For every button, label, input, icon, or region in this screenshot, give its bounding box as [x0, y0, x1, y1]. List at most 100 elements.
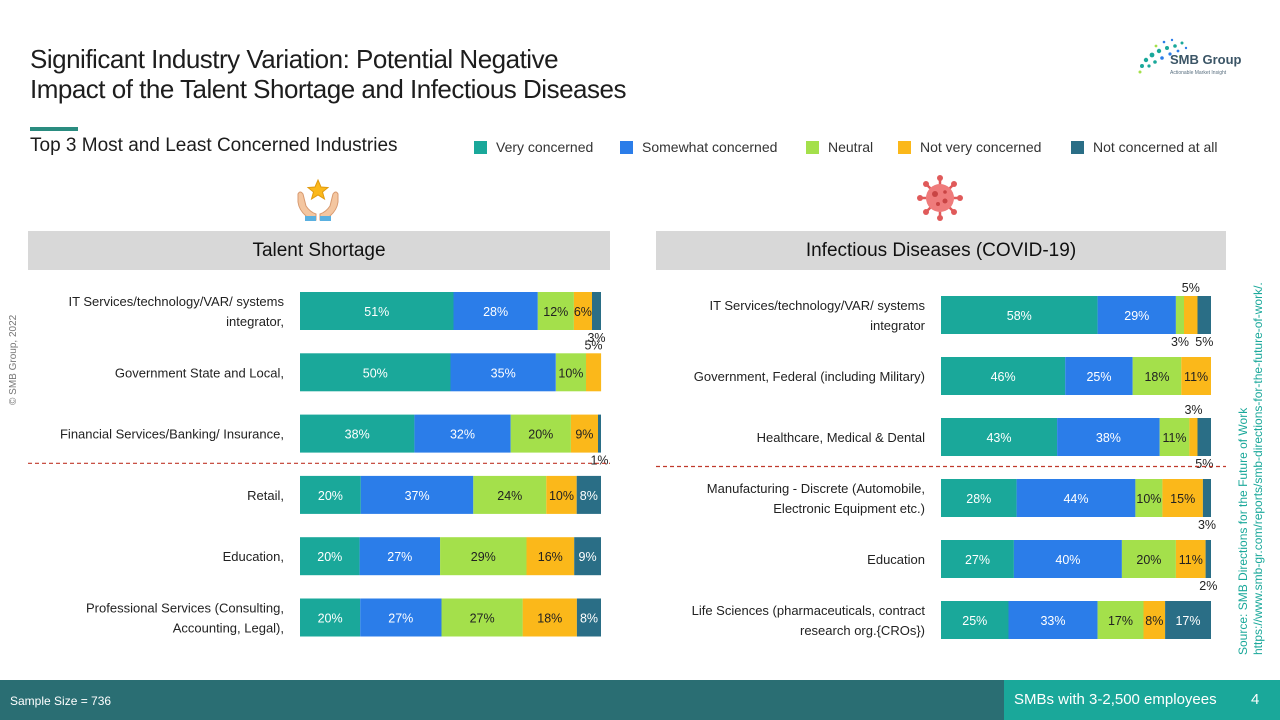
data-label: 3%: [1171, 335, 1189, 349]
bar-segment: [1132, 357, 1182, 395]
legend-swatch: [620, 140, 633, 154]
bar-segment: [1165, 601, 1211, 639]
bar-segment: [300, 292, 454, 330]
bar-segment: [300, 475, 361, 514]
data-label: 43%: [986, 431, 1011, 445]
bar-segment: [522, 598, 577, 637]
data-label: 33%: [1040, 614, 1065, 628]
category-label: Financial Services/Banking/ Insurance,: [60, 427, 284, 442]
category-label: IT Services/technology/VAR/ systems: [709, 298, 925, 313]
data-label: 20%: [318, 612, 343, 626]
bar-segment: [1143, 601, 1166, 639]
data-label: 8%: [580, 612, 598, 626]
legend-swatch: [898, 140, 911, 154]
data-label: 50%: [363, 366, 388, 380]
data-label: 6%: [574, 305, 592, 319]
data-label: 29%: [1124, 309, 1149, 323]
bar-segment: [414, 414, 511, 453]
bar-segment: [526, 537, 575, 576]
legend-swatch: [1071, 140, 1084, 154]
data-label: 32%: [450, 428, 475, 442]
bar-segment: [450, 353, 556, 392]
data-label: 51%: [364, 305, 389, 319]
bar-segment: [1065, 357, 1133, 395]
bar-segment: [570, 414, 598, 453]
category-label: Professional Services (Consulting,: [86, 601, 284, 616]
data-label: 35%: [491, 366, 516, 380]
sample-size: Sample Size = 736: [10, 694, 112, 708]
bar-segment: [1197, 296, 1211, 334]
bar-segment: [1097, 601, 1144, 639]
hands-star-icon: [297, 178, 339, 221]
page-title: Significant Industry Variation: Potentia…: [30, 44, 750, 104]
legend-label: Somewhat concerned: [642, 139, 778, 155]
legend-label: Neutral: [828, 139, 874, 155]
legend-swatch: [474, 140, 487, 154]
bar-segment: [300, 414, 415, 453]
bar-segment: [1175, 296, 1184, 334]
data-label: 29%: [471, 550, 496, 564]
bar-segment: [1121, 540, 1176, 578]
legend-label: Not very concerned: [920, 139, 1042, 155]
population-note: SMBs with 3-2,500 employees: [1014, 691, 1217, 708]
data-label: 27%: [388, 612, 413, 626]
data-label: 38%: [1096, 431, 1121, 445]
bar-segment: [586, 353, 602, 392]
bar-segment: [440, 537, 527, 576]
data-label: 20%: [1136, 553, 1161, 567]
data-label: 1%: [590, 454, 608, 468]
data-label: 15%: [1170, 492, 1195, 506]
bar-segment: [1181, 357, 1211, 395]
data-label: 27%: [387, 550, 412, 564]
bar-segment: [941, 296, 1098, 334]
data-label: 3%: [1184, 403, 1202, 417]
bar-segment: [537, 292, 574, 330]
source-line-1: Source: SMB Directions for the Future of…: [1236, 407, 1250, 655]
category-label: Electronic Equipment etc.): [773, 501, 925, 516]
legend-item-very-concerned: Very concerned: [474, 139, 593, 155]
bar-segment: [473, 475, 547, 514]
data-label: 28%: [966, 492, 991, 506]
data-label: 17%: [1175, 614, 1200, 628]
data-label: 28%: [483, 305, 508, 319]
bar-segment: [941, 540, 1014, 578]
category-label: Manufacturing - Discrete (Automobile,: [707, 481, 925, 496]
legend-label: Not concerned at all: [1093, 139, 1218, 155]
bar-segment: [576, 598, 601, 637]
category-label: Education,: [223, 549, 284, 564]
data-label: 58%: [1007, 309, 1032, 323]
bar-segment: [300, 537, 360, 576]
data-label: 5%: [584, 338, 602, 352]
data-label: 46%: [991, 370, 1016, 384]
bar-segment: [1175, 540, 1206, 578]
copyright-text: © SMB Group, 2022: [8, 314, 19, 405]
data-label: 3%: [587, 331, 605, 345]
bar-segment: [1016, 479, 1136, 517]
category-label: Government State and Local,: [115, 365, 284, 380]
source-link[interactable]: https://www.smb-gr.com/reports/smb-direc…: [1251, 282, 1265, 655]
bar-segment: [598, 414, 601, 453]
bar-segment: [546, 475, 577, 514]
title-line-1: Significant Industry Variation: Potentia…: [30, 44, 559, 74]
legend-item-not-very-concerned: Not very concerned: [898, 139, 1041, 155]
bar-segment: [1159, 418, 1190, 456]
bar-segment: [1189, 418, 1198, 456]
category-label: Education: [867, 552, 925, 567]
data-label: 24%: [497, 489, 522, 503]
data-label: 9%: [575, 428, 593, 442]
category-label: IT Services/technology/VAR/ systems: [68, 294, 284, 309]
legend-swatch: [806, 140, 819, 154]
data-label: 10%: [1136, 492, 1161, 506]
data-label: 25%: [1086, 370, 1111, 384]
data-label: 3%: [1198, 518, 1216, 532]
bar-segment: [300, 353, 451, 392]
bar-segment: [573, 292, 592, 330]
category-label: Accounting, Legal),: [173, 621, 284, 636]
chart-subtitle: Top 3 Most and Least Concerned Industrie…: [30, 135, 398, 156]
legend-label: Very concerned: [496, 139, 594, 155]
data-label: 8%: [580, 489, 598, 503]
category-label: integrator,: [226, 314, 284, 329]
data-label: 9%: [579, 550, 597, 564]
data-label: 27%: [965, 553, 990, 567]
